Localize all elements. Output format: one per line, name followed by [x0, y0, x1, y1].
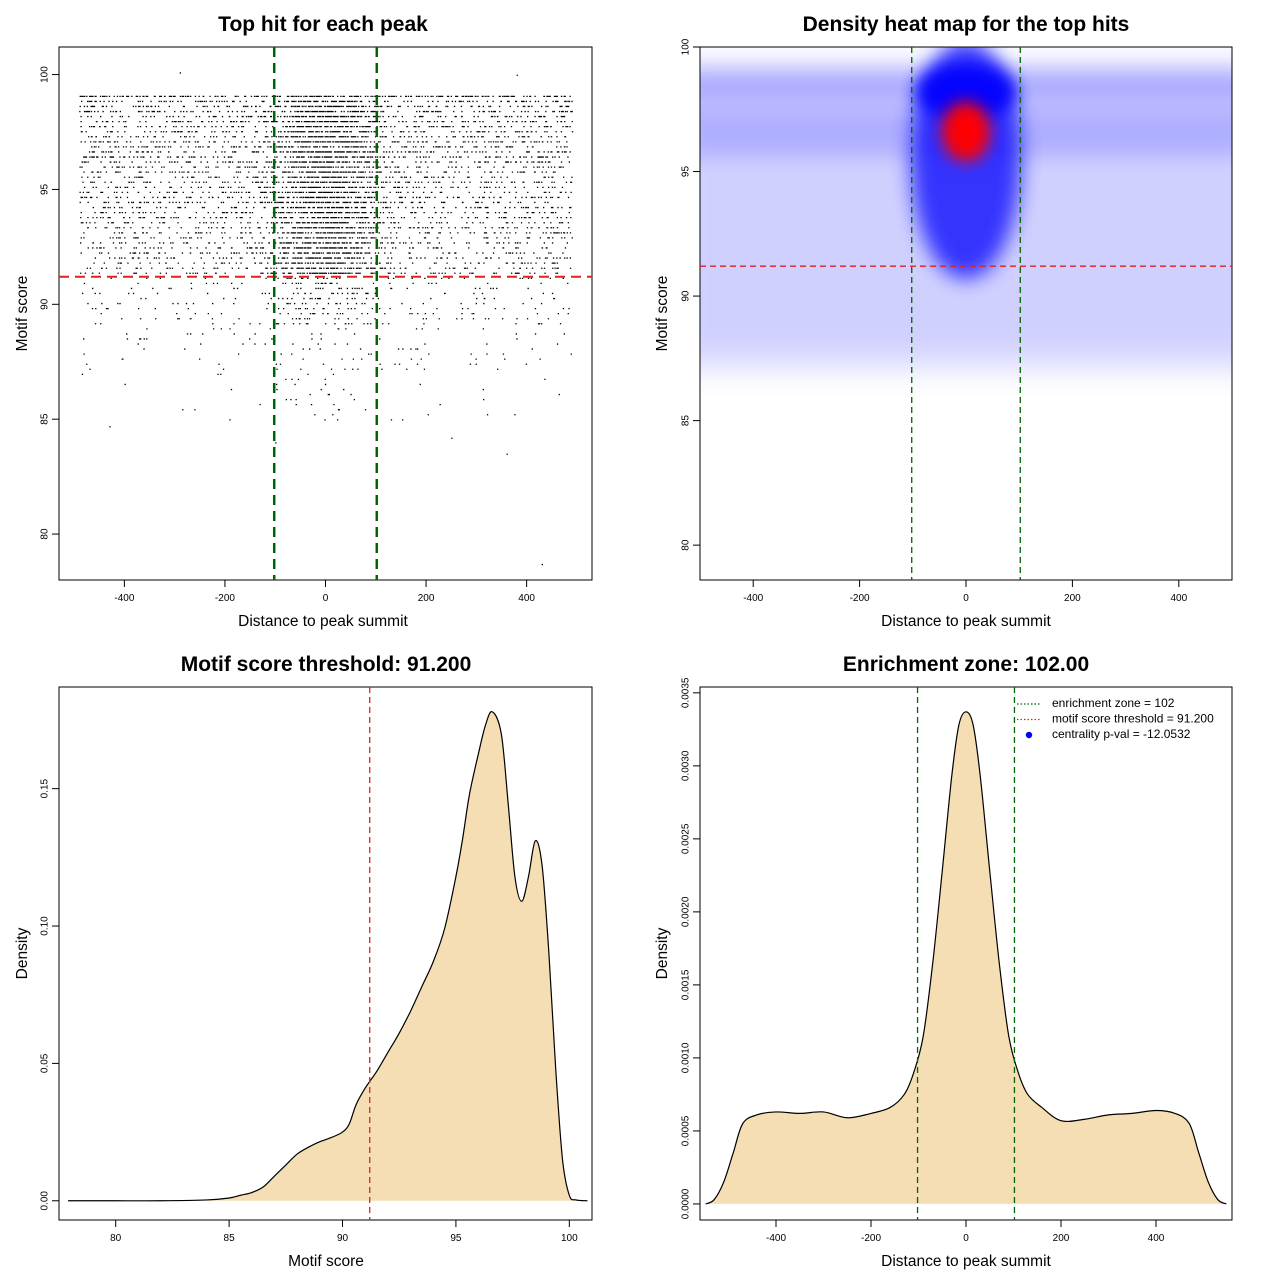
heatmap-panel: -400 -200 0 200 400 80 85 90 95 100 Density heat m… [654, 13, 1233, 630]
y-tick-label: 0.0025 [681, 823, 692, 854]
legend-label: centrality p-val = -12.0532 [1052, 727, 1191, 741]
x-tick-label: -400 [114, 593, 134, 604]
y-tick-label: 80 [40, 528, 51, 540]
x-tick-label: 400 [1148, 1233, 1165, 1244]
y-tick-label: 0.05 [40, 1053, 51, 1073]
y-axis: 0.00 0.05 0.10 0.15 [40, 778, 60, 1211]
x-tick-label: 400 [1170, 593, 1187, 604]
y-tick-label: 100 [681, 38, 692, 55]
scatter-points [79, 72, 574, 566]
y-tick-label: 0.00 [40, 1191, 51, 1211]
x-tick-label: 0 [323, 593, 329, 604]
scatter-panel: -400 -200 0 200 400 80 85 90 95 100 Top hit for ea… [14, 13, 593, 630]
x-tick-label: -200 [850, 593, 870, 604]
legend-label: enrichment zone = 102 [1052, 696, 1175, 710]
density-curve [68, 711, 588, 1202]
chart-title: Enrichment zone: 102.00 [843, 653, 1089, 676]
x-tick-label: 0 [963, 593, 969, 604]
scatter-point-cloud [79, 72, 574, 566]
y-tick-label: 0.0010 [681, 1042, 692, 1073]
x-axis-label: Motif score [288, 1253, 364, 1270]
y-tick-label: 0.10 [40, 916, 51, 936]
distance-density-panel: -400 -200 0 200 4000.00000.00050.00100.00150… [654, 653, 1233, 1270]
x-tick-label: 95 [450, 1233, 462, 1244]
x-axis-label: Distance to peak summit [238, 613, 408, 630]
x-tick-label: 0 [963, 1233, 969, 1244]
y-tick-label: 90 [681, 290, 692, 302]
y-axis: 80 85 90 95 100 [681, 38, 701, 551]
x-tick-label: 400 [518, 593, 535, 604]
legend-marker [1025, 731, 1033, 739]
y-tick-label: 0.0035 [681, 677, 692, 708]
x-tick-label: 200 [418, 593, 435, 604]
y-tick-label: 0.0015 [681, 969, 692, 1000]
x-tick-label: 85 [224, 1233, 236, 1244]
x-axis-label: Distance to peak summit [881, 1253, 1051, 1270]
x-axis: -400 -200 0 200 400 [766, 1219, 1165, 1244]
x-axis: 80 85 90 95 100 [110, 1219, 578, 1244]
y-tick-label: 90 [40, 298, 51, 310]
heatmap-column-top [916, 63, 1016, 120]
x-tick-label: 200 [1053, 1233, 1070, 1244]
x-tick-label: 200 [1064, 593, 1081, 604]
chart-title: Motif score threshold: 91.200 [181, 653, 472, 676]
x-tick-label: -400 [743, 593, 763, 604]
y-axis: 80 85 90 95 100 [40, 66, 60, 540]
x-tick-label: -200 [861, 1233, 881, 1244]
x-tick-label: 80 [110, 1233, 122, 1244]
y-tick-label: 0.0020 [681, 896, 692, 927]
x-tick-label: -400 [766, 1233, 786, 1244]
density-area [705, 711, 1227, 1204]
score-density-panel: 80 85 90 95 100 0.00 0.05 0.10 0.15 Motif score t… [14, 653, 593, 1270]
y-axis: 0.0000 0.0005 0.0010 0.0015 0.0020 0.0025 0.00… [681, 677, 701, 1219]
y-tick-label: 95 [40, 183, 51, 195]
y-axis-label: Motif score [14, 276, 31, 352]
x-axis: -400 -200 0 200 400 [743, 579, 1188, 604]
y-tick-label: 85 [681, 415, 692, 427]
x-tick-label: 100 [561, 1233, 578, 1244]
y-axis-label: Density [654, 927, 671, 979]
legend: enrichment zone = 102 motif score thresho… [1017, 696, 1214, 741]
y-tick-label: 0.0000 [681, 1188, 692, 1219]
y-axis-label: Motif score [654, 276, 671, 352]
x-axis: -400 -200 0 200 400 [114, 579, 535, 604]
x-tick-label: 90 [337, 1233, 349, 1244]
heatmap-density [700, 47, 1232, 580]
legend-label: motif score threshold = 91.200 [1052, 712, 1214, 726]
heatmap-hotspot-core [953, 113, 979, 150]
y-tick-label: 95 [681, 166, 692, 178]
y-tick-label: 0.15 [40, 778, 51, 798]
y-tick-label: 85 [40, 413, 51, 425]
chart-title: Top hit for each peak [218, 13, 428, 36]
y-tick-label: 0.0030 [681, 750, 692, 781]
chart-title: Density heat map for the top hits [803, 13, 1130, 36]
x-tick-label: -200 [215, 593, 235, 604]
x-axis-label: Distance to peak summit [881, 613, 1051, 630]
y-tick-label: 100 [40, 66, 51, 83]
y-axis-label: Density [14, 927, 31, 979]
density-curve [705, 711, 1227, 1205]
y-tick-label: 80 [681, 539, 692, 551]
density-area [68, 711, 588, 1201]
y-tick-label: 0.0005 [681, 1115, 692, 1146]
